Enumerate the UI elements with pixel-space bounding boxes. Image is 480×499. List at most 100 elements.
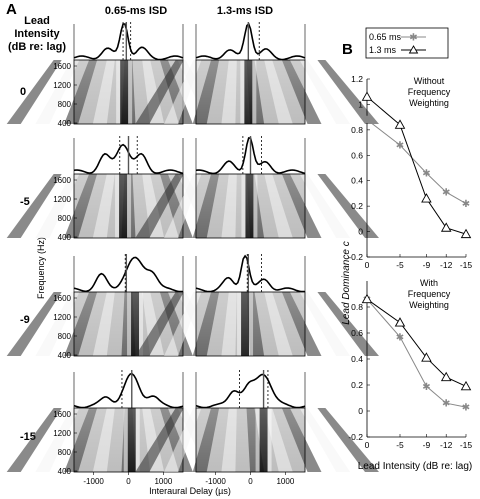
lead-dominance-label: Lead Dominance c: [341, 241, 352, 324]
y-tick-label: 0.6: [351, 328, 363, 338]
triangle-marker: [421, 352, 432, 362]
frequency-tick-label: 1200: [53, 81, 71, 90]
correlogram-frame: [195, 291, 306, 357]
frequency-tick-label: 1600: [53, 410, 71, 419]
lead-dominance-chart-2: -0.200.20.40.60.80 -5 -9 -12 -15WithFrequenc…: [348, 278, 472, 450]
frequency-tick-label: 400: [58, 119, 72, 128]
frequency-tick-label: 400: [58, 351, 72, 360]
delay-tick-label: 1000: [154, 477, 172, 486]
delay-tick-label: 0: [126, 477, 131, 486]
legend-label-065: 0.65 ms: [369, 32, 402, 42]
cross-correlation-curve: [73, 256, 184, 293]
y-tick-label: 0.4: [351, 354, 363, 364]
panel-a-grid: 1600 1200 800 400 1600 1200 800 400 1600 1200 800 4…: [6, 22, 379, 486]
legend-star-marker: ✱: [409, 33, 417, 44]
y-tick-label: 0.8: [351, 125, 363, 135]
y-tick-label: 0: [358, 406, 363, 416]
lead-intensity-label: Lead Intensity (dB re: lag): [358, 461, 473, 472]
panel-a-title-line-3: (dB re: lag): [8, 41, 66, 53]
cross-correlation-curve: [195, 254, 306, 293]
star-marker: ✱: [396, 141, 404, 152]
delay-tick-label: -1000: [205, 477, 226, 486]
correlogram-band: [135, 60, 184, 124]
correlogram-band: [299, 174, 351, 238]
correlogram-frame: [195, 59, 306, 125]
star-marker: ✱: [462, 199, 470, 210]
correlogram-band: [35, 60, 80, 124]
x-tick-label: -12: [440, 260, 453, 270]
y-tick-label: 0.8: [351, 302, 363, 312]
x-tick-label: -9: [423, 260, 431, 270]
lead-dominance-chart-1: -0.200.20.40.60.811.20 -5 -9 -12 -15WithoutF…: [348, 74, 472, 270]
correlogram-band: [317, 60, 379, 124]
triangle-marker: [394, 119, 406, 129]
frequency-tick-label: 400: [58, 233, 72, 242]
frequency-tick-label: 400: [58, 467, 72, 476]
correlogram-row1-col1: [135, 136, 379, 239]
delay-tick-label: 1000: [276, 477, 294, 486]
y-tick-label: 0.2: [351, 380, 363, 390]
chart-title-line: Without: [414, 76, 445, 86]
correlogram-band: [164, 408, 202, 472]
panel-b-charts: -0.200.20.40.60.811.20 -5 -9 -12 -15WithoutF…: [348, 74, 472, 450]
cross-correlation-curve: [73, 372, 184, 409]
frequency-tick-label: 800: [58, 214, 72, 223]
correlogram-band: [164, 292, 202, 356]
col-title-13: 1.3-ms ISD: [217, 5, 273, 17]
triangle-marker: [460, 380, 472, 391]
cross-correlation-curve: [73, 23, 184, 61]
cross-correlation-curve: [195, 373, 306, 409]
correlogram-band: [164, 174, 202, 238]
correlogram-row0-col1: [135, 22, 379, 125]
star-marker: ✱: [462, 403, 470, 414]
y-tick-label: 0: [358, 227, 363, 237]
correlogram-band: [164, 60, 202, 124]
correlogram-band: [317, 408, 379, 472]
triangle-marker: [394, 317, 406, 327]
correlogram-band: [6, 174, 62, 238]
series-line: [366, 298, 467, 387]
correlogram-band: [35, 292, 80, 356]
correlogram-band: [317, 174, 379, 238]
correlogram-band: [6, 60, 62, 124]
correlogram-shading: [74, 408, 183, 472]
delay-tick-label: 0: [248, 477, 253, 486]
correlogram-frame: [195, 173, 306, 239]
cross-correlation-curve: [195, 22, 306, 61]
triangle-marker: [440, 222, 452, 232]
star-marker: ✱: [422, 169, 430, 180]
frequency-tick-label: 1200: [53, 195, 71, 204]
frequency-tick-label: 1600: [53, 62, 71, 71]
row-label-5: -5: [20, 196, 30, 208]
col-title-065: 0.65-ms ISD: [105, 5, 167, 17]
chart-title-line: Frequency: [408, 289, 451, 299]
correlogram-row2-col1: [135, 254, 379, 357]
panel-a-title-line-1: Lead: [24, 15, 50, 27]
frequency-tick-label: 1600: [53, 176, 71, 185]
x-tick-label: 0: [365, 440, 370, 450]
correlogram-band: [6, 292, 62, 356]
correlogram-shading: [74, 292, 183, 356]
correlogram-band: [135, 408, 184, 472]
triangle-marker: [460, 228, 472, 239]
x-tick-label: 0: [365, 260, 370, 270]
frequency-tick-label: 800: [58, 332, 72, 341]
star-marker: ✱: [442, 399, 450, 410]
y-tick-label: 1.2: [351, 74, 363, 84]
correlogram-shading: [196, 408, 305, 472]
delay-tick-label: -1000: [83, 477, 104, 486]
chart-title-line: Weighting: [409, 300, 449, 310]
x-tick-label: -12: [440, 440, 453, 450]
frequency-tick-label: 1600: [53, 294, 71, 303]
correlogram-band: [35, 174, 80, 238]
star-marker: ✱: [422, 382, 430, 393]
y-tick-label: -0.2: [348, 432, 363, 442]
correlogram-shading: [196, 174, 305, 238]
x-tick-label: -15: [460, 440, 473, 450]
y-tick-label: 0.6: [351, 150, 363, 160]
frequency-tick-label: 800: [58, 100, 72, 109]
chart-title-line: Frequency: [408, 87, 451, 97]
star-marker: ✱: [442, 188, 450, 199]
y-tick-label: 1: [358, 99, 363, 109]
